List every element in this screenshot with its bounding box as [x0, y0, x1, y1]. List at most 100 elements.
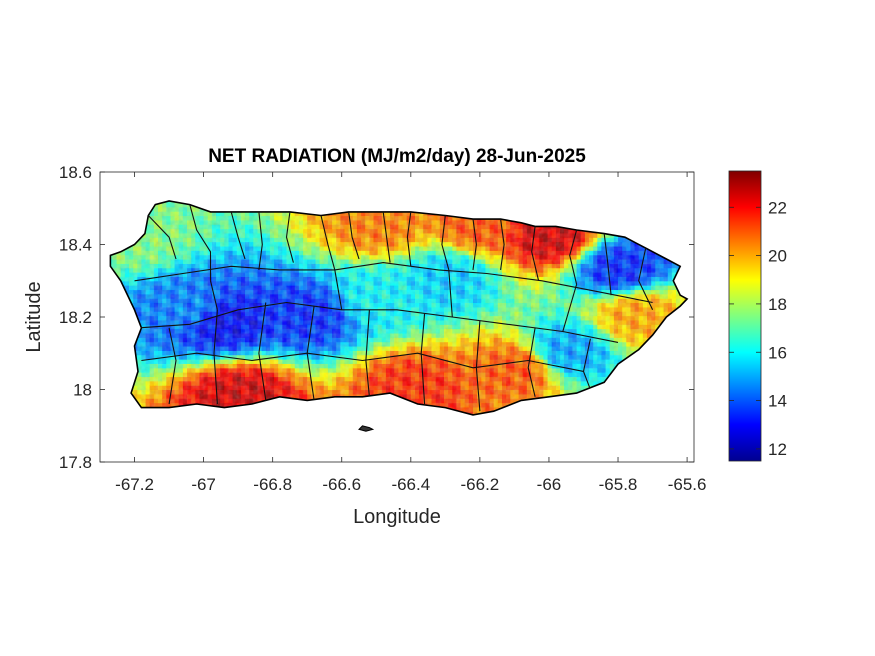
- heatmap-cell: [112, 402, 118, 408]
- heatmap-cell: [419, 201, 424, 204]
- heatmap-cell: [207, 202, 213, 208]
- heatmap-cell: [200, 194, 205, 199]
- heatmap-cell: [381, 406, 387, 412]
- heatmap-cell: [398, 402, 404, 408]
- heatmap-cell: [191, 424, 196, 429]
- heatmap-cell: [369, 201, 375, 204]
- heatmap-cell: [108, 420, 113, 425]
- heatmap-cell: [323, 406, 329, 412]
- heatmap-cell: [365, 201, 370, 204]
- heatmap-cell: [110, 359, 114, 364]
- heatmap-cell: [357, 194, 362, 199]
- heatmap-cell: [124, 411, 130, 415]
- heatmap-cell: [373, 398, 379, 404]
- heatmap-cell: [116, 306, 122, 312]
- heatmap-cell: [124, 232, 130, 238]
- heatmap-cell: [245, 201, 250, 204]
- heatmap-cell: [179, 194, 184, 199]
- heatmap-cell: [150, 424, 155, 429]
- heatmap-cell: [356, 411, 362, 415]
- heatmap-cell: [378, 194, 383, 199]
- heatmap-cell: [100, 276, 105, 281]
- heatmap-cell: [249, 416, 254, 421]
- heatmap-cell: [116, 402, 122, 408]
- heatmap-cell: [182, 411, 188, 415]
- heatmap-cell: [249, 194, 254, 199]
- heatmap-cell: [282, 194, 287, 199]
- heatmap-cell: [100, 372, 105, 377]
- heatmap-cell: [282, 206, 288, 212]
- heatmap-cell: [270, 420, 275, 425]
- heatmap-cell: [224, 429, 229, 434]
- heatmap-cell: [110, 228, 114, 234]
- heatmap-cell: [237, 424, 242, 429]
- heatmap-cell: [294, 402, 300, 408]
- heatmap-cell: [129, 332, 134, 338]
- heatmap-cell: [336, 194, 341, 199]
- heatmap-cell: [220, 201, 225, 204]
- heatmap-cell: [460, 201, 466, 204]
- heatmap-cell: [129, 406, 134, 412]
- heatmap-cell: [394, 398, 399, 404]
- heatmap-cell: [316, 194, 321, 199]
- heatmap-cell: [298, 402, 304, 408]
- heatmap-cell: [100, 307, 105, 312]
- heatmap-cell: [307, 402, 312, 408]
- heatmap-cell: [432, 194, 437, 199]
- heatmap-cell: [469, 429, 474, 434]
- heatmap-cell: [153, 201, 159, 204]
- heatmap-cell: [374, 424, 379, 429]
- heatmap-cell: [390, 429, 395, 434]
- heatmap-cell: [121, 429, 126, 434]
- heatmap-cell: [124, 324, 130, 330]
- heatmap-cell: [124, 350, 130, 356]
- heatmap-cell: [104, 229, 109, 234]
- heatmap-cell: [112, 211, 118, 217]
- heatmap-cell: [120, 306, 126, 312]
- heatmap-cell: [191, 420, 196, 425]
- heatmap-cell: [166, 416, 171, 421]
- heatmap-cell: [278, 406, 283, 412]
- heatmap-cell: [327, 206, 333, 212]
- heatmap-cell: [294, 202, 300, 208]
- heatmap-cell: [124, 380, 130, 386]
- heatmap-cell: [175, 420, 180, 425]
- heatmap-cell: [311, 411, 317, 415]
- heatmap-cell: [402, 202, 408, 208]
- heatmap-cell: [282, 202, 288, 208]
- heatmap-cell: [233, 429, 238, 434]
- heatmap-cell: [431, 202, 437, 208]
- heatmap-cell: [129, 219, 134, 225]
- heatmap-cell: [137, 219, 143, 225]
- heatmap-cell: [100, 246, 105, 251]
- heatmap-cell: [353, 420, 358, 425]
- heatmap-cell: [100, 320, 105, 325]
- heatmap-cell: [116, 285, 122, 291]
- heatmap-cell: [469, 424, 474, 429]
- heatmap-cell: [116, 372, 122, 378]
- heatmap-cell: [319, 202, 325, 208]
- heatmap-cell: [100, 376, 105, 381]
- heatmap-cell: [112, 232, 118, 238]
- heatmap-cell: [461, 424, 466, 429]
- heatmap-cell: [104, 333, 109, 338]
- heatmap-cell: [241, 424, 246, 429]
- heatmap-cell: [461, 194, 466, 199]
- heatmap-cell: [124, 319, 130, 325]
- heatmap-cell: [110, 389, 114, 395]
- heatmap-cell: [116, 341, 122, 347]
- heatmap-cell: [473, 416, 478, 421]
- heatmap-cell: [258, 416, 263, 421]
- heatmap-cell: [100, 298, 105, 303]
- heatmap-cell: [257, 411, 263, 415]
- heatmap-cell: [431, 411, 437, 415]
- heatmap-cell: [249, 202, 254, 208]
- heatmap-cell: [112, 285, 118, 291]
- heatmap-cell: [100, 259, 105, 264]
- heatmap-cell: [191, 416, 196, 421]
- heatmap-cell: [402, 206, 408, 212]
- heatmap-cell: [154, 416, 159, 421]
- heatmap-cell: [110, 350, 114, 356]
- heatmap-cell: [104, 285, 109, 290]
- heatmap-cell: [435, 411, 441, 415]
